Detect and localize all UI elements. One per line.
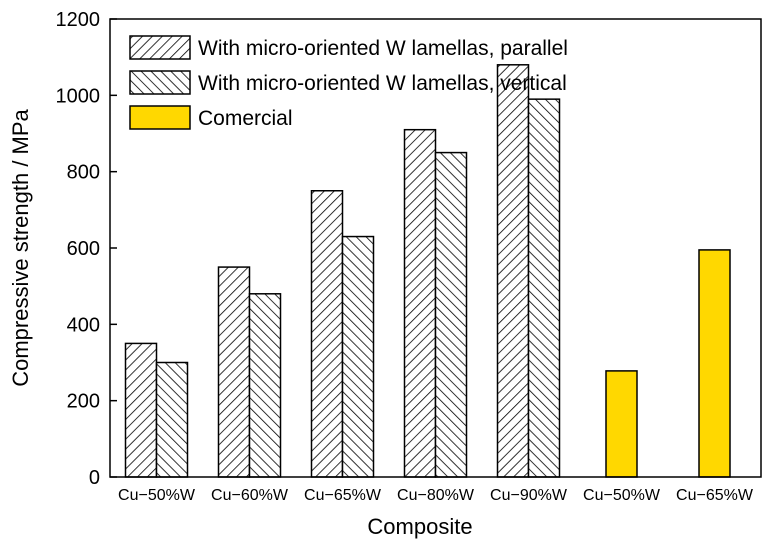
bar — [217, 266, 251, 478]
legend-swatch — [129, 105, 191, 130]
x-tick-label: Cu−65%W — [676, 487, 754, 504]
bar — [310, 190, 344, 478]
bar — [698, 249, 731, 478]
y-axis-label: Compressive strength / MPa — [8, 108, 33, 386]
legend-label: Comercial — [198, 107, 293, 130]
legend: With micro-oriented W lamellas, parallel… — [129, 35, 568, 130]
legend-swatch — [129, 35, 191, 60]
bar — [124, 342, 158, 478]
bar — [155, 361, 189, 478]
y-tick-label: 200 — [67, 391, 100, 413]
bar — [496, 64, 530, 478]
legend-label: With micro-oriented W lamellas, parallel — [198, 37, 568, 60]
y-tick-label: 1200 — [56, 9, 101, 31]
legend-label: With micro-oriented W lamellas, vertical — [198, 72, 567, 95]
plot-area: 0 200 400 600 800 1000 1200 Cu−50%W Cu−60%W Cu−65… — [56, 9, 754, 504]
x-tick-label: Cu−60%W — [211, 487, 289, 504]
y-tick-label: 600 — [67, 238, 100, 260]
x-tick-label: Cu−50%W — [118, 487, 196, 504]
y-tick-label: 400 — [67, 314, 100, 336]
y-tick-label: 800 — [67, 162, 100, 184]
x-tick-label: Cu−90%W — [490, 487, 568, 504]
bar — [341, 235, 375, 478]
bar — [434, 151, 468, 478]
bar — [403, 128, 437, 478]
legend-swatch — [129, 70, 191, 95]
y-tick-label: 1000 — [56, 85, 101, 107]
bar — [527, 98, 561, 478]
bar — [605, 370, 638, 478]
x-tick-label: Cu−80%W — [397, 487, 475, 504]
plot-frame — [109, 18, 762, 478]
x-tick-label: Cu−50%W — [583, 487, 661, 504]
x-tick-label: Cu−65%W — [304, 487, 382, 504]
bar — [248, 293, 282, 478]
x-axis-label: Composite — [367, 514, 472, 539]
y-tick-label: 0 — [89, 467, 100, 489]
